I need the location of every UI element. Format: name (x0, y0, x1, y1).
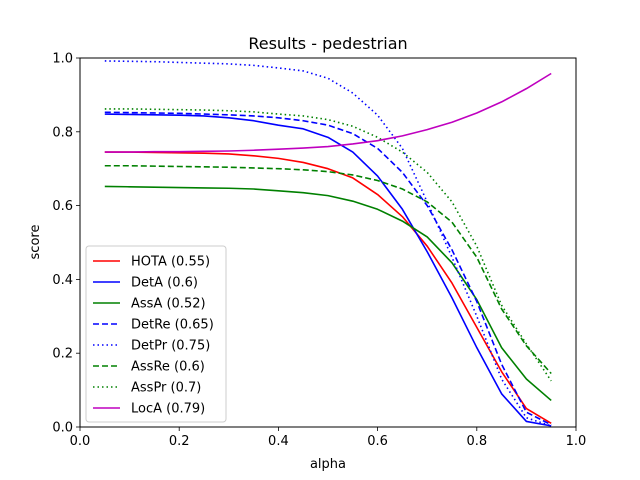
legend-entries: HOTA (0.55) DetA (0.6) AssA (0.52) DetRe (0… (93, 255, 214, 417)
legend-frame (85, 245, 227, 423)
series-line-5 (104, 164, 552, 375)
y-tick-label: 0.4 (52, 273, 73, 288)
x-tick-label: 0.2 (169, 434, 190, 449)
legend-label-6: AssPr (0.7) (131, 381, 201, 396)
series-line-1 (104, 113, 552, 427)
legend-label-2: AssA (0.52) (131, 297, 206, 312)
x-axis-label: alpha (310, 457, 346, 472)
legend: HOTA (0.55) DetA (0.6) AssA (0.52) DetRe (0… (85, 245, 227, 423)
legend-label-3: DetRe (0.65) (131, 318, 214, 333)
legend-label-7: LocA (0.79) (131, 402, 205, 417)
y-axis-label: score (28, 225, 43, 260)
x-tick-label: 0.4 (268, 434, 289, 449)
x-tick-label: 1.0 (566, 434, 587, 449)
legend-label-5: AssRe (0.6) (131, 360, 205, 375)
chart-title: Results - pedestrian (248, 34, 407, 53)
x-tick-label: 0.0 (70, 434, 91, 449)
ticks-layer: 0.0 0.2 0.4 0.6 0.8 1.0 0.0 0.2 0.4 0.6 0.8 1.0 (52, 52, 586, 450)
y-tick-label: 0.6 (52, 199, 73, 214)
y-tick-label: 0.8 (52, 125, 73, 140)
series-line-7 (104, 72, 552, 153)
legend-label-1: DetA (0.6) (131, 276, 198, 291)
x-tick-label: 0.6 (367, 434, 388, 449)
y-tick-label: 0.2 (52, 347, 73, 362)
y-tick-label: 0.0 (52, 421, 73, 436)
legend-label-4: DetPr (0.75) (131, 339, 210, 354)
legend-label-0: HOTA (0.55) (131, 255, 210, 270)
series-line-2 (104, 185, 552, 402)
series-line-3 (104, 111, 552, 426)
x-tick-label: 0.8 (466, 434, 487, 449)
y-tick-label: 1.0 (52, 52, 73, 67)
plot-frame (79, 57, 577, 428)
series-layer (104, 60, 552, 427)
series-line-0 (104, 151, 552, 424)
